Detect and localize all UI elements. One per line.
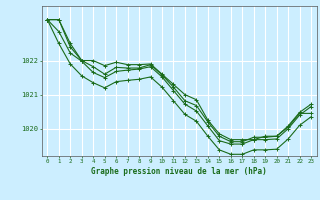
X-axis label: Graphe pression niveau de la mer (hPa): Graphe pression niveau de la mer (hPa) [91, 167, 267, 176]
